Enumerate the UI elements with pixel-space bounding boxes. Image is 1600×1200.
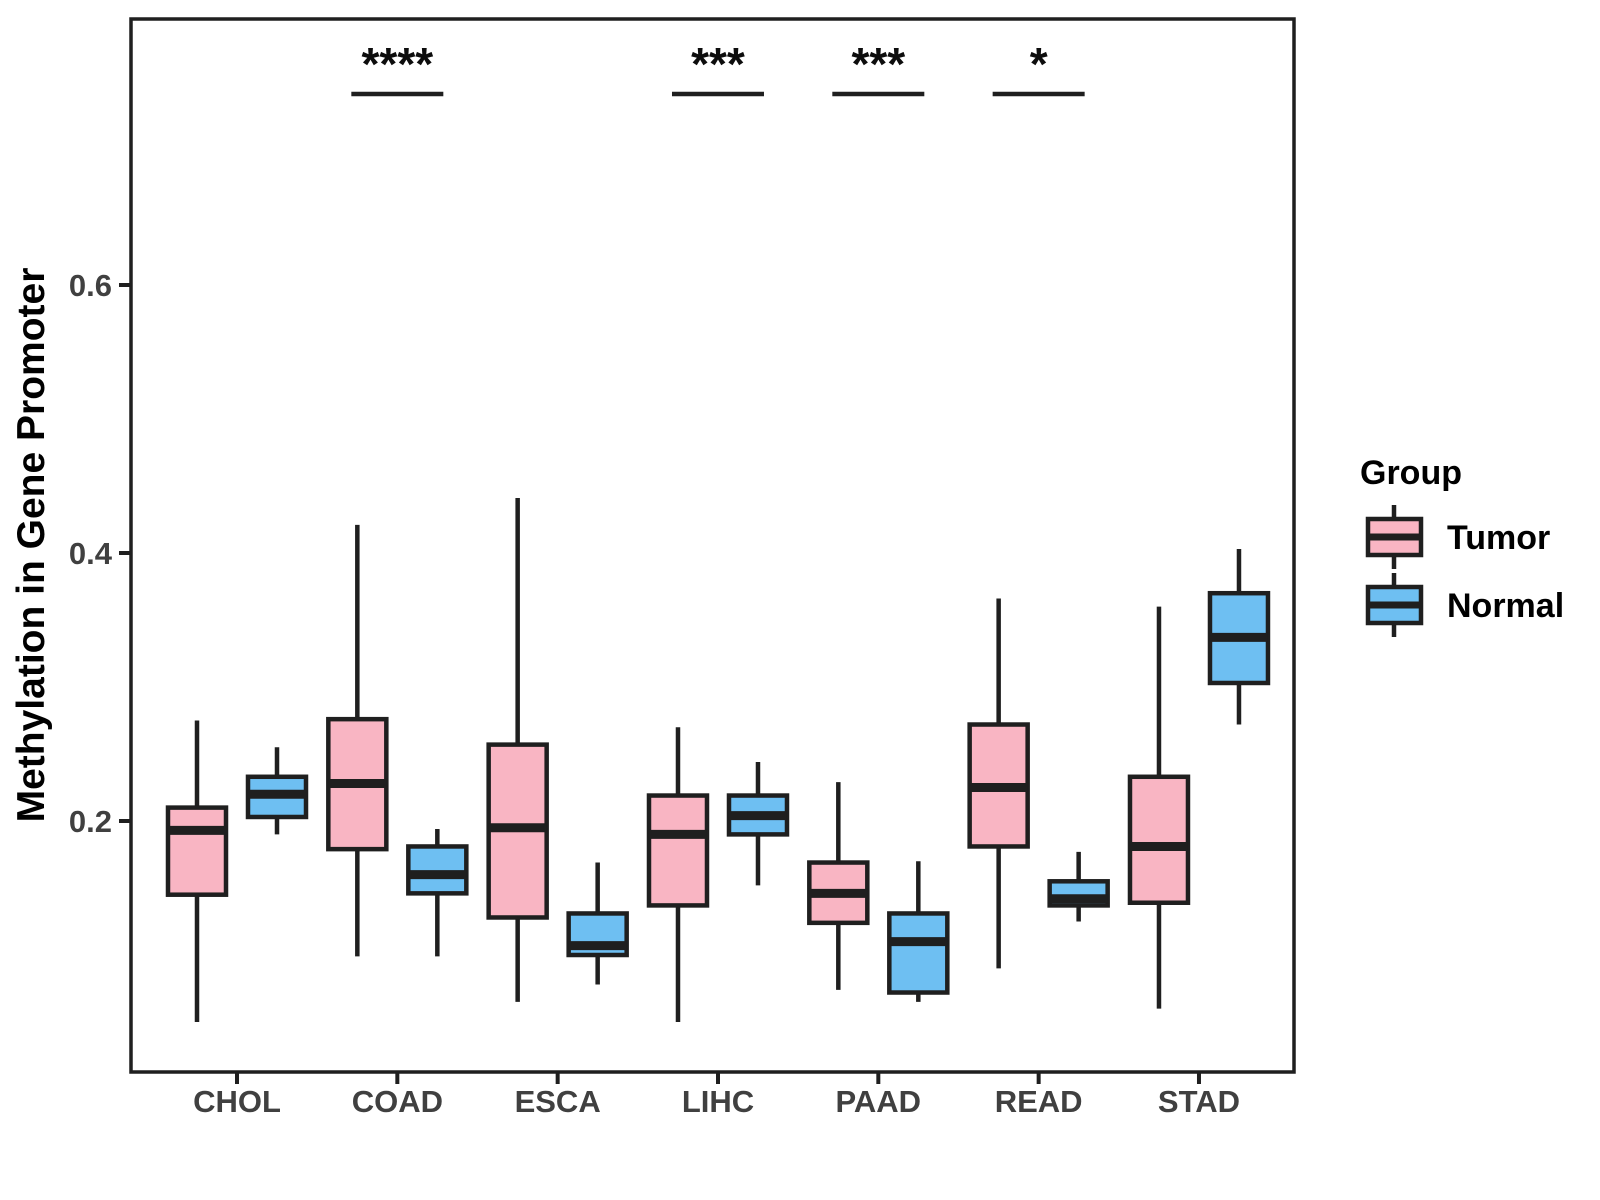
boxplot-STAD-Tumor <box>1127 606 1191 1009</box>
y-tick-label-0.4: 0.4 <box>69 536 113 571</box>
significance-LIHC: *** <box>671 38 764 97</box>
x-tick-label-CHOL: CHOL <box>193 1084 281 1119</box>
boxplot-LIHC-Normal <box>726 762 790 886</box>
x-tick-label-PAAD: PAAD <box>836 1084 922 1119</box>
y-axis-title: Methylation in Gene Promoter <box>10 268 53 823</box>
box-CHOL-Tumor <box>165 805 229 897</box>
significance-COAD: **** <box>351 38 444 97</box>
significance-stars-PAAD: *** <box>851 38 905 90</box>
legend-item-tumor: Tumor <box>1365 505 1550 569</box>
x-tick-label-READ: READ <box>995 1084 1083 1119</box>
x-tick-label-COAD: COAD <box>352 1084 443 1119</box>
box-PAAD-Normal <box>887 911 950 995</box>
y-tick-label-0.6: 0.6 <box>69 268 112 303</box>
boxplot-COAD-Tumor <box>326 524 389 957</box>
boxplot-COAD-Normal <box>406 829 469 957</box>
boxplot-READ-Normal <box>1047 851 1110 922</box>
box-COAD-Normal <box>406 844 469 896</box>
legend-item-normal: Normal <box>1365 573 1564 637</box>
legend: Group Tumor Normal <box>1360 454 1564 637</box>
significance-stars-LIHC: *** <box>691 38 745 90</box>
plot-panel-border <box>129 17 1296 1074</box>
x-tick-label-LIHC: LIHC <box>682 1084 754 1119</box>
boxplot-STAD-Normal <box>1207 548 1271 725</box>
y-tick-label-0.2: 0.2 <box>69 804 112 839</box>
significance-READ: * <box>992 38 1085 97</box>
legend-label-tumor: Tumor <box>1447 519 1550 557</box>
legend-label-normal: Normal <box>1447 587 1564 625</box>
boxplot-READ-Tumor <box>967 598 1030 969</box>
boxplot-ESCA-Tumor <box>486 498 549 1002</box>
box-LIHC-Tumor <box>646 793 710 908</box>
legend-title: Group <box>1360 454 1462 492</box>
boxplot-LIHC-Tumor <box>646 727 710 1022</box>
x-tick-label-ESCA: ESCA <box>515 1084 601 1119</box>
x-tick-label-STAD: STAD <box>1158 1084 1240 1119</box>
significance-stars-COAD: **** <box>362 38 434 90</box>
significance-PAAD: *** <box>832 38 925 97</box>
boxplot-CHOL-Normal <box>245 747 309 835</box>
boxplot-ESCA-Normal <box>566 862 629 985</box>
boxplot-PAAD-Tumor <box>807 782 870 990</box>
box-STAD-Tumor <box>1127 774 1191 905</box>
significance-stars-READ: * <box>1030 38 1048 90</box>
boxplot-CHOL-Tumor <box>165 720 229 1022</box>
boxplot-PAAD-Normal <box>887 861 950 1002</box>
